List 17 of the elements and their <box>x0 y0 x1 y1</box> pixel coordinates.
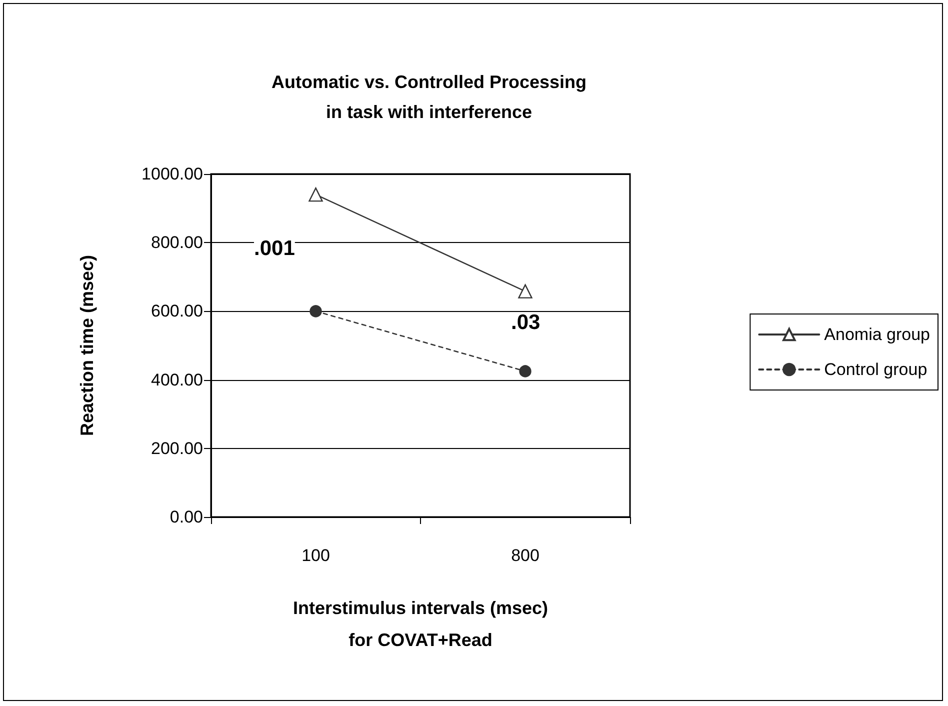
chart-title: Automatic vs. Controlled Processing in task with interference <box>271 72 587 122</box>
x-tick-label: 100 <box>302 546 330 565</box>
y-tick-label: 600.00 <box>151 302 203 321</box>
y-tick-label: 0.00 <box>170 508 203 526</box>
annotation: .03 <box>511 311 540 334</box>
x-tick-label: 800 <box>511 546 540 565</box>
y-tick-label: 1000.00 <box>142 164 203 184</box>
y-axis-title: Reaction time (msec) <box>77 254 97 436</box>
point <box>310 305 322 318</box>
y-tick-label: 800.00 <box>151 233 203 252</box>
legend-label: Anomia group <box>824 325 930 344</box>
x-axis-title: Interstimulus intervals (msec) for COVAT+Read <box>292 598 548 650</box>
annotation: .001 <box>254 237 296 260</box>
point <box>519 365 532 378</box>
y-tick-label: 200.00 <box>151 438 203 458</box>
y-tick-label: 400.00 <box>151 370 203 390</box>
legend-label: Control group <box>824 360 928 379</box>
